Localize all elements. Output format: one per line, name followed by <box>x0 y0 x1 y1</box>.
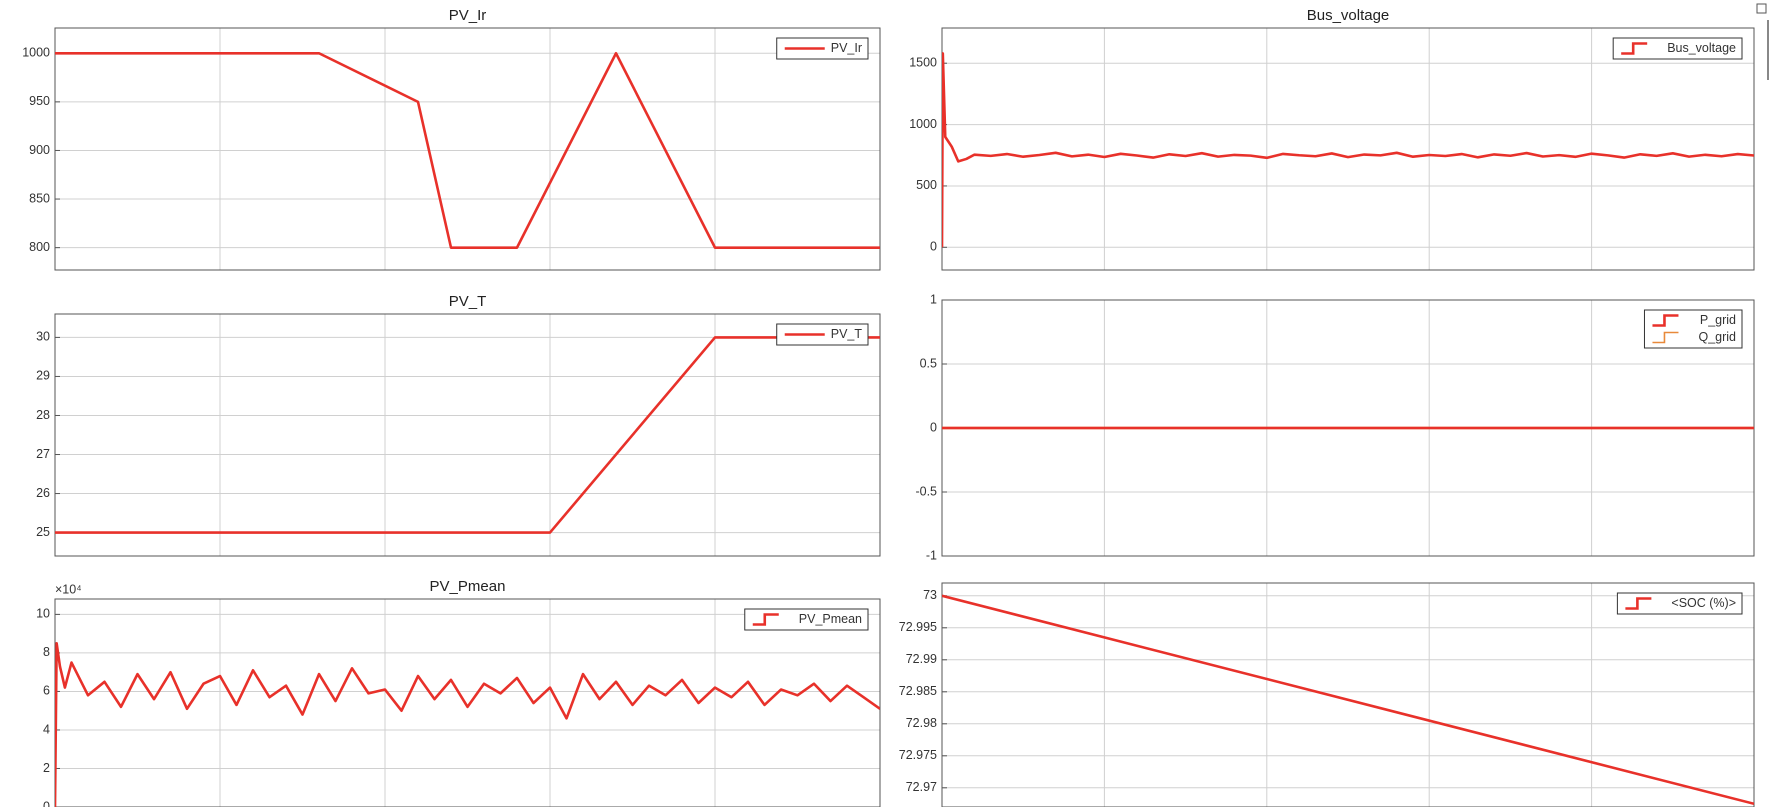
series-line <box>55 642 880 807</box>
y-tick-label: 26 <box>36 486 50 500</box>
y-exponent: ×10⁴ <box>55 582 82 596</box>
y-tick-label: 1000 <box>22 46 50 60</box>
y-tick-label: 0 <box>43 799 50 807</box>
y-tick-label: 0 <box>930 240 937 254</box>
series-line <box>55 51 880 249</box>
series-group <box>942 52 1754 248</box>
y-tick-label: 6 <box>43 684 50 698</box>
legend-label: Q_grid <box>1698 330 1736 344</box>
series-line <box>942 594 1754 806</box>
plot-area <box>54 313 881 557</box>
y-tick-label: 0 <box>930 420 937 434</box>
chart-title: PV_T <box>449 293 487 310</box>
plot-area <box>941 27 1755 271</box>
legend-label: PV_T <box>831 327 863 341</box>
y-tick-label: 27 <box>36 447 50 461</box>
legend-swatch <box>752 613 779 626</box>
y-tick-label: 72.98 <box>906 716 937 730</box>
y-tick-label: 72.975 <box>899 748 937 762</box>
y-tick-label: 29 <box>36 369 50 383</box>
plot-border <box>54 27 881 271</box>
legend: Bus_voltage <box>1612 37 1743 60</box>
y-tick-label: 2 <box>43 761 50 775</box>
y-tick-label: 500 <box>916 178 937 192</box>
y-tick-label: -0.5 <box>915 484 937 498</box>
y-tick-label: 850 <box>29 191 50 205</box>
legend-label: <SOC (%)> <box>1671 596 1736 610</box>
y-tick-label: 800 <box>29 240 50 254</box>
y-tick-label: 1 <box>930 292 937 306</box>
y-tick-label: 10 <box>36 607 50 621</box>
legend-swatch <box>1621 42 1648 55</box>
chart-title: PV_Ir <box>449 7 487 24</box>
legend: PV_T <box>776 323 869 346</box>
legend-label: Bus_voltage <box>1667 41 1736 55</box>
legend: <SOC (%)> <box>1616 592 1743 615</box>
y-tick-label: 28 <box>36 408 50 422</box>
y-tick-label: 4 <box>43 722 50 736</box>
legend-swatch <box>1652 331 1679 344</box>
y-tick-label: 1500 <box>909 56 937 70</box>
y-tick-label: 72.985 <box>899 684 937 698</box>
y-tick-label: 72.995 <box>899 620 937 634</box>
legend-swatch <box>1652 314 1679 327</box>
legend: P_grid Q_grid <box>1643 309 1743 349</box>
legend-box <box>1643 309 1743 349</box>
window-button[interactable] <box>1756 3 1767 14</box>
legend-label: PV_Pmean <box>799 612 862 626</box>
plot-area <box>54 27 881 271</box>
y-tick-label: 30 <box>36 330 50 344</box>
legend-label: PV_Ir <box>831 41 862 55</box>
plot-area <box>54 598 881 807</box>
legend-swatch <box>1625 597 1652 610</box>
series-group <box>55 51 880 249</box>
y-tick-label: 0.5 <box>920 356 937 370</box>
plot-border <box>941 582 1755 807</box>
legend: PV_Pmean <box>744 608 869 631</box>
y-tick-label: 900 <box>29 143 50 157</box>
y-tick-label: 8 <box>43 645 50 659</box>
legend-label: P_grid <box>1700 313 1736 327</box>
y-tick-label: 1000 <box>909 117 937 131</box>
legend: PV_Ir <box>776 37 869 60</box>
series-group <box>55 642 880 807</box>
series-group <box>942 594 1754 806</box>
y-tick-label: 25 <box>36 525 50 539</box>
chart-title: PV_Pmean <box>430 578 506 595</box>
chart-title: Bus_voltage <box>1307 7 1390 24</box>
series-line <box>942 52 1754 248</box>
y-tick-label: 73 <box>923 588 937 602</box>
plot-border <box>54 313 881 557</box>
y-tick-label: -1 <box>926 548 937 562</box>
y-tick-label: 72.99 <box>906 652 937 666</box>
y-tick-label: 72.97 <box>906 780 937 794</box>
y-tick-label: 950 <box>29 94 50 108</box>
